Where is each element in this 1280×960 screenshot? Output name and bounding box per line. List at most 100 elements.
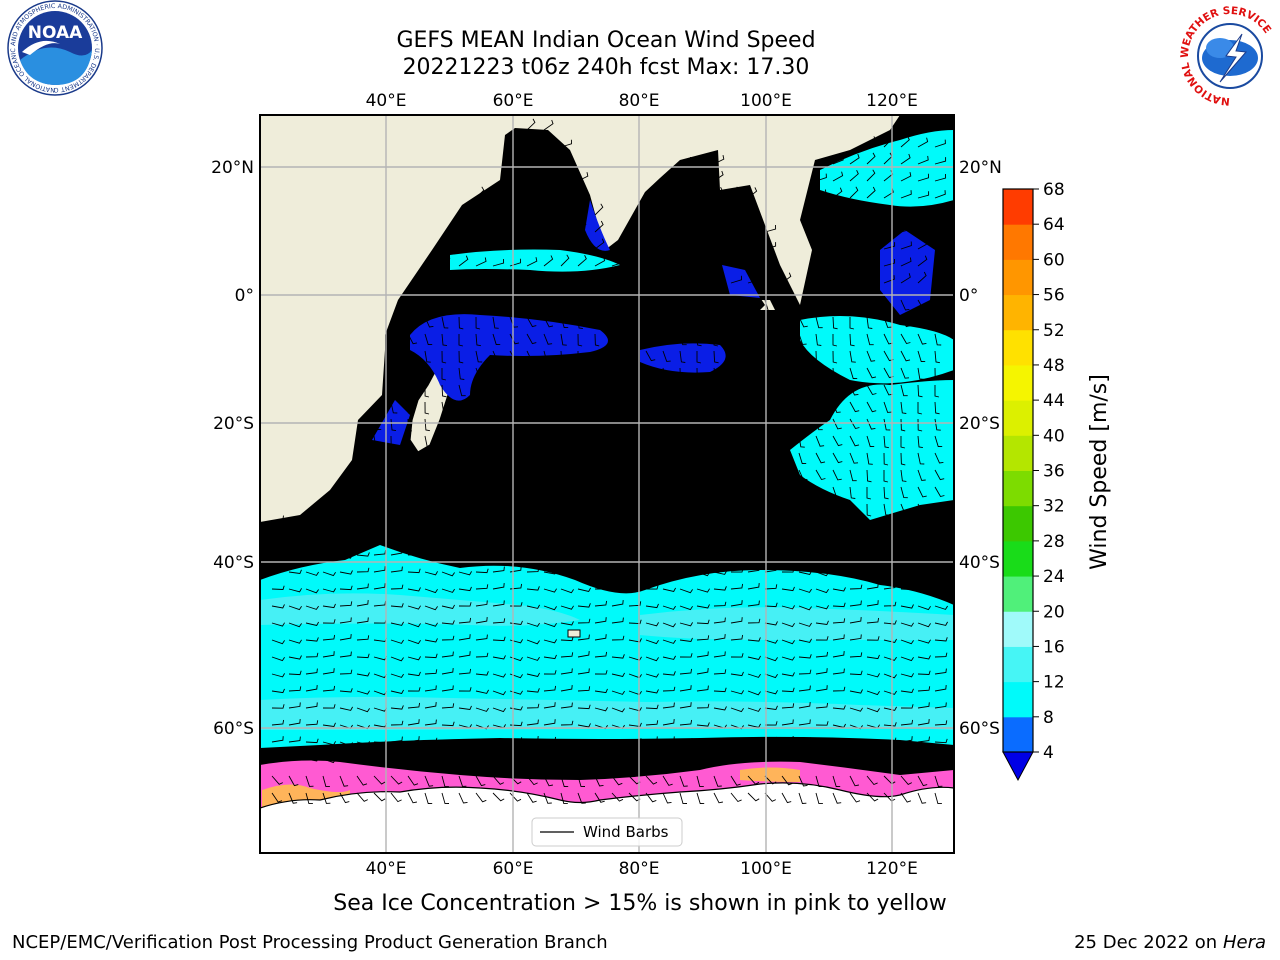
wind-barb (492, 755, 506, 760)
wind-barb (713, 486, 721, 499)
wind-barb (713, 706, 727, 711)
wind-barb (764, 639, 778, 644)
wind-barb (424, 737, 438, 743)
map-area (260, 115, 954, 853)
wind-barb (526, 367, 535, 379)
wind-barb (577, 503, 585, 516)
wind-barb (696, 619, 710, 625)
wind-barb (815, 554, 829, 559)
wind-barb (424, 685, 437, 692)
wind-barb (832, 299, 839, 312)
wind-barb (764, 690, 778, 695)
wind-barb (645, 689, 659, 694)
wind-barb (339, 688, 353, 693)
wind-barb (798, 775, 808, 787)
wind-barb (339, 792, 350, 804)
wind-barb (492, 600, 505, 607)
wind-barb (815, 775, 824, 788)
wind-barb (628, 638, 642, 643)
lat-tick-left-40s: 40°S (213, 553, 254, 573)
wind-barb (475, 418, 486, 430)
wind-barb (730, 300, 736, 313)
wind-barb (645, 367, 655, 379)
wind-barb (271, 719, 285, 726)
wind-barb (645, 585, 659, 590)
noaa-logo: NATIONAL OCEANIC AND ATMOSPHERIC ADMINIS… (0, 0, 103, 96)
wind-barb (679, 190, 691, 199)
footer-host: Hera (1222, 932, 1266, 953)
nws-logo: NATIONAL WEATHER SERVICE (1179, 5, 1278, 107)
wind-barb (849, 617, 862, 624)
wind-barb (662, 550, 676, 556)
wind-barb (407, 384, 414, 397)
wind-barb (645, 225, 658, 233)
wind-barb (560, 792, 568, 805)
wind-barb (390, 792, 402, 803)
wind-barb (696, 792, 705, 804)
wind-barb (934, 503, 945, 515)
wind-barb (849, 435, 860, 447)
wind-barb (594, 418, 605, 430)
wind-barb (883, 275, 895, 284)
wind-barb (543, 384, 549, 398)
wind-barb (883, 753, 896, 760)
wind-barb (798, 350, 806, 363)
wind-barb (645, 273, 657, 284)
wind-barb (356, 756, 370, 762)
wind-barb (475, 257, 487, 267)
wind-barb (798, 452, 807, 464)
wind-barb (441, 620, 455, 625)
wind-barb (594, 367, 602, 380)
wind-barb (781, 639, 795, 645)
wind-barb (441, 368, 447, 381)
wind-barb (577, 435, 588, 447)
wind-barb (560, 333, 567, 346)
colorbar-tick-label: 64 (1043, 215, 1065, 235)
wind-barb (407, 639, 421, 645)
wind-barb (713, 537, 727, 543)
wind-barb (407, 550, 421, 556)
wind-barb (424, 452, 433, 464)
wind-barb (458, 586, 472, 592)
wind-barb (611, 756, 625, 761)
wind-barb (628, 333, 638, 345)
wind-barb (339, 741, 353, 747)
wind-barb (492, 775, 504, 785)
wind-barb (645, 503, 654, 515)
wind-barb (577, 704, 591, 710)
wind-barb (917, 155, 929, 165)
wind-barb (934, 254, 944, 267)
wind-barb (815, 384, 821, 398)
wind-barb (339, 758, 353, 763)
wind-barb (645, 316, 656, 328)
wind-barb (458, 435, 469, 447)
wind-barb (458, 220, 468, 233)
wind-barb (730, 203, 740, 216)
wind-barb (611, 333, 619, 346)
wind-barb (798, 622, 812, 627)
wind-barb (441, 316, 449, 329)
wind-barb (560, 316, 569, 328)
wind-barb (696, 503, 705, 515)
wind-barb (543, 452, 551, 465)
wind-barb (900, 549, 913, 556)
wind-barb (696, 604, 710, 609)
wind-barb (526, 208, 539, 216)
wind-barb (900, 585, 914, 591)
wind-barb (900, 452, 906, 466)
wind-barb (373, 486, 379, 500)
wind-barb (900, 172, 912, 182)
wind-barb (679, 756, 693, 762)
wind-barb (645, 656, 659, 662)
wind-barb (373, 435, 380, 448)
kerguelen-island (567, 629, 581, 638)
wind-barb (271, 736, 284, 743)
wind-barb (934, 367, 940, 381)
wind-barb (458, 384, 466, 397)
wind-barb (764, 721, 778, 726)
footer-branch: NCEP/EMC/Verification Post Processing Pr… (12, 932, 608, 953)
wind-barb (917, 271, 927, 284)
wind-barb (696, 775, 704, 788)
wind-barb (934, 238, 944, 250)
